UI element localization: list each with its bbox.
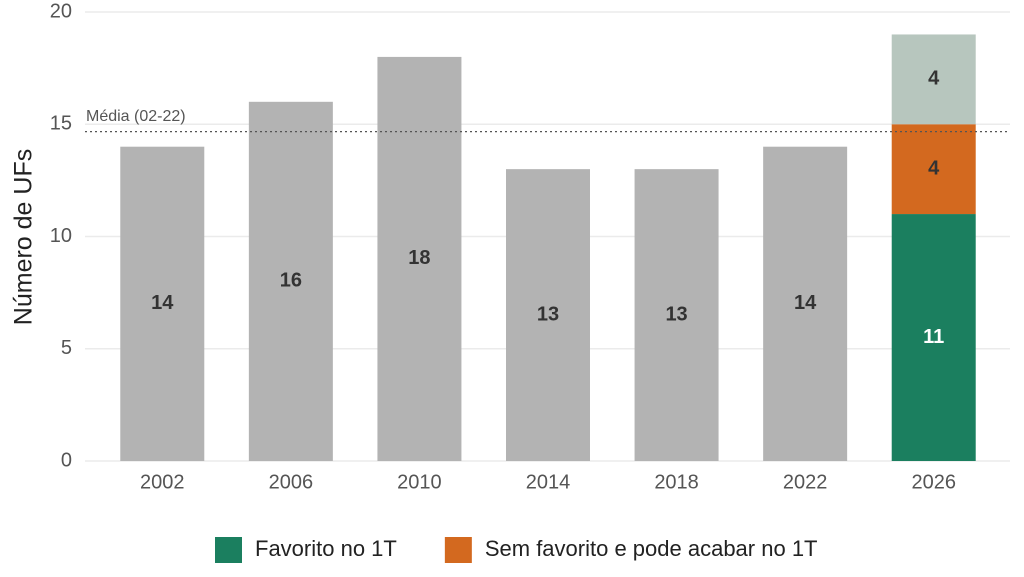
legend-swatch: [444, 537, 472, 563]
value-label: 18: [408, 247, 430, 269]
bar: [634, 169, 719, 461]
value-label: 14: [794, 292, 817, 314]
x-tick-label: 2014: [526, 471, 571, 493]
bar: [891, 214, 976, 461]
x-tick-label: 2018: [654, 471, 699, 493]
y-tick-label: 20: [50, 0, 72, 22]
x-tick-label: 2002: [140, 471, 185, 493]
value-label: 4: [928, 157, 940, 179]
y-tick-label: 15: [50, 113, 72, 135]
bar: [506, 169, 590, 461]
value-label: 16: [280, 270, 302, 292]
bar: [891, 124, 976, 215]
y-axis-title: Número de UFs: [10, 149, 38, 325]
x-tick-label: 2022: [783, 471, 828, 493]
y-tick-label: 10: [50, 225, 72, 247]
bar: [120, 146, 205, 461]
x-tick-label: 2026: [911, 471, 956, 493]
bar: [248, 101, 333, 462]
y-tick-label: 5: [61, 337, 72, 359]
legend-swatch: [215, 537, 242, 563]
bar: [891, 34, 976, 125]
value-label: 13: [665, 303, 687, 325]
value-label: 4: [928, 68, 940, 90]
value-label: 11: [923, 326, 944, 348]
value-label: 14: [151, 292, 174, 314]
legend-label: Favorito no 1T: [255, 536, 397, 561]
x-tick-label: 2006: [269, 471, 314, 493]
bar: [763, 146, 848, 461]
bar: [377, 56, 462, 462]
y-tick-label: 0: [61, 449, 72, 471]
legend-label: Sem favorito e pode acabar no 1T: [485, 536, 818, 561]
x-tick-label: 2010: [397, 471, 442, 493]
value-label: 13: [537, 303, 559, 325]
reference-label: Média (02-22): [86, 108, 186, 125]
